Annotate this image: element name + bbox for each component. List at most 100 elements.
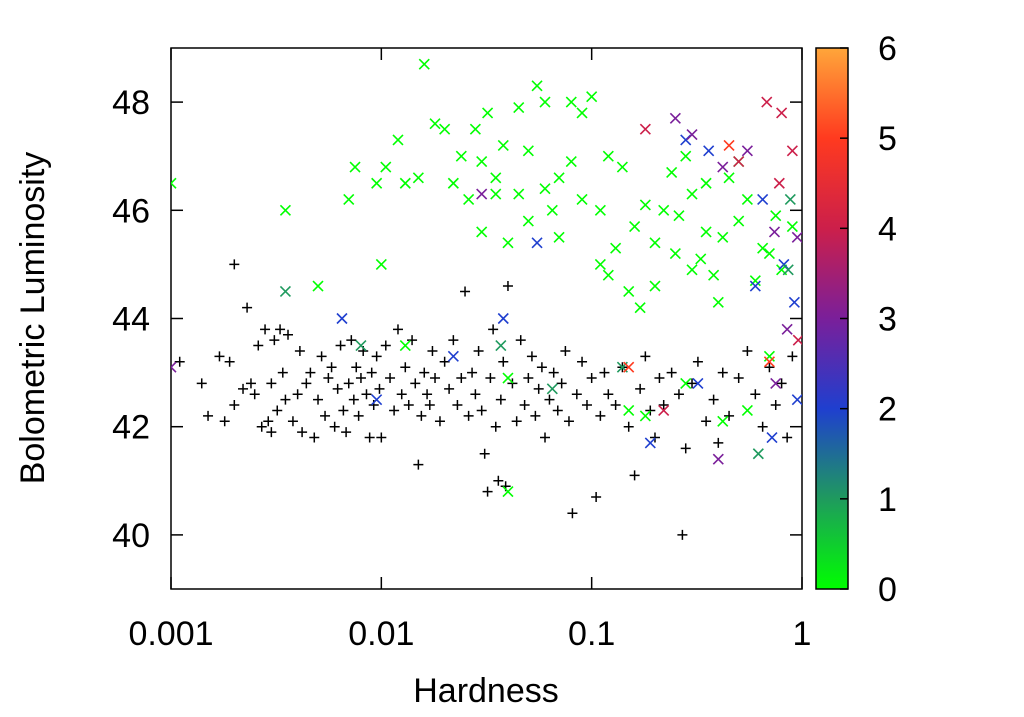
plus-marker — [416, 410, 427, 421]
cross-marker — [717, 161, 729, 173]
x-tick-label: 0.001 — [128, 615, 213, 653]
plus-marker — [482, 486, 493, 497]
cross-marker — [763, 248, 775, 260]
plus-marker — [400, 362, 411, 373]
plus-marker — [467, 367, 478, 378]
cross-marker — [522, 215, 534, 227]
plus-marker — [294, 345, 305, 356]
cross-marker — [792, 334, 802, 346]
cross-marker — [741, 145, 753, 157]
plus-marker — [389, 405, 400, 416]
cross-marker — [602, 269, 614, 281]
cross-marker — [686, 128, 698, 141]
plus-marker — [757, 421, 768, 432]
plus-marker — [305, 367, 316, 378]
plus-marker — [326, 362, 337, 373]
plus-marker — [552, 405, 563, 416]
plus-marker — [677, 529, 688, 540]
plus-marker — [266, 427, 277, 438]
cross-marker — [757, 193, 769, 206]
cross-marker — [695, 253, 707, 265]
cross-marker — [644, 437, 656, 449]
plus-marker — [713, 437, 724, 448]
cross-marker — [497, 139, 509, 151]
plus-marker — [488, 324, 499, 335]
plus-marker — [385, 373, 396, 384]
plus-marker — [687, 378, 698, 389]
plus-marker — [764, 362, 775, 373]
plus-marker — [701, 416, 712, 427]
plus-marker — [519, 400, 530, 411]
cross-marker — [576, 193, 588, 206]
cross-marker — [634, 302, 646, 314]
cross-marker — [658, 204, 670, 216]
cross-marker — [680, 377, 692, 389]
x-axis-title: Hardness — [413, 672, 559, 710]
plus-marker — [591, 492, 602, 503]
plus-marker — [348, 394, 359, 405]
plus-marker — [544, 394, 555, 405]
cross-marker — [576, 107, 588, 119]
plus-marker — [407, 335, 418, 346]
plus-marker — [355, 373, 366, 384]
cross-marker — [539, 96, 551, 108]
plus-marker — [174, 356, 185, 367]
colorbar-tick-label: 0 — [878, 571, 897, 609]
cross-marker — [680, 150, 692, 162]
plus-marker — [610, 400, 621, 411]
cross-marker — [776, 107, 788, 119]
cross-marker — [336, 312, 348, 325]
plus-marker — [526, 351, 537, 362]
plus-marker — [424, 400, 435, 411]
cross-marker — [602, 150, 614, 162]
plus-marker — [640, 351, 651, 362]
cross-marker — [490, 172, 502, 184]
plus-marker — [599, 367, 610, 378]
cross-marker — [565, 156, 577, 168]
y-tick-label: 42 — [112, 409, 150, 447]
plus-marker — [452, 400, 463, 411]
cross-marker — [741, 193, 753, 206]
cross-marker — [531, 80, 543, 92]
cross-marker — [546, 383, 558, 395]
cross-marker — [712, 296, 724, 308]
x-tick-label: 1 — [793, 615, 812, 653]
cross-marker — [502, 237, 514, 249]
plus-marker — [338, 405, 349, 416]
cross-marker — [773, 177, 785, 189]
cross-marker — [686, 264, 698, 276]
cross-marker — [741, 404, 753, 417]
plus-marker — [456, 373, 467, 384]
plus-marker — [249, 389, 260, 400]
cross-marker — [539, 183, 551, 195]
plus-marker — [724, 410, 735, 421]
plus-marker — [316, 351, 327, 362]
cross-marker — [312, 280, 324, 292]
cross-marker — [786, 145, 798, 157]
plus-marker — [733, 373, 744, 384]
cross-marker — [371, 177, 383, 189]
cross-marker — [763, 356, 775, 368]
plus-marker — [263, 416, 274, 427]
data-markers — [171, 58, 802, 540]
plus-marker — [523, 373, 534, 384]
plus-marker — [287, 416, 298, 427]
plus-marker — [448, 335, 459, 346]
cross-marker — [513, 101, 525, 114]
colorbar-tick-label: 4 — [878, 210, 897, 248]
cross-marker — [616, 161, 628, 173]
cross-marker — [546, 204, 558, 216]
plus-marker — [280, 394, 291, 405]
cross-marker — [784, 193, 796, 206]
y-axis-title: Bolometric Luminosity — [14, 152, 52, 485]
plot-frame — [170, 47, 803, 590]
cross-marker — [766, 431, 778, 444]
plus-marker — [376, 432, 387, 443]
cross-marker — [770, 210, 782, 222]
colorbar-tick-label: 6 — [878, 30, 897, 68]
plus-marker — [439, 356, 450, 367]
cross-marker — [669, 248, 681, 260]
cross-marker — [666, 166, 678, 178]
plus-marker — [403, 400, 414, 411]
x-tick-label: 0.1 — [568, 615, 615, 653]
